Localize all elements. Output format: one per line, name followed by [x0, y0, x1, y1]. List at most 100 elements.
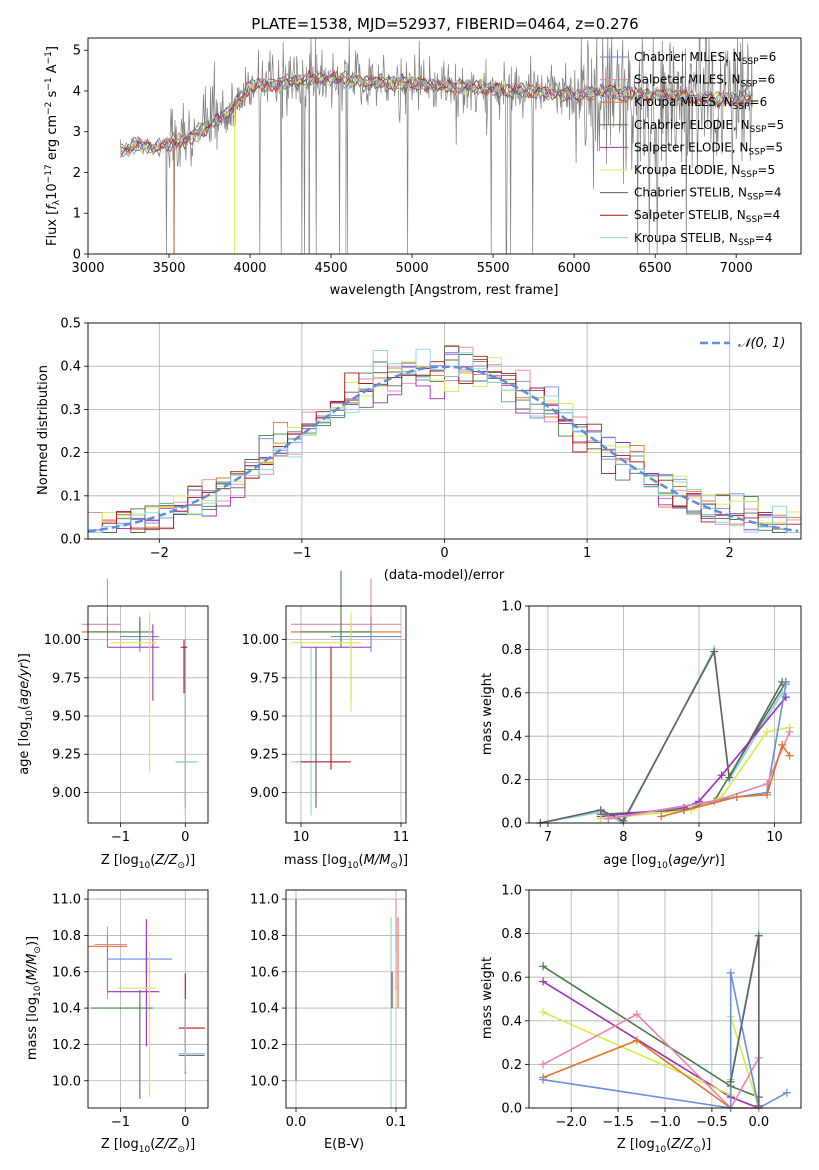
mass_vs_ebv-axes: 0.0 0.1 10.0 10.2 10.4 10.6 10.8 11.0: [250, 890, 406, 1130]
x-tick-label: 5000: [396, 261, 429, 276]
y-tick-label: 3: [73, 125, 81, 140]
x-tick-label: 9: [695, 830, 703, 845]
weight-line-kroupa-miles: [542, 1039, 759, 1109]
weight-marker: [596, 814, 605, 823]
weight_vs_Z-axes: −2.0 −1.5 −1.0 −0.5 0.0 0.0 0.2 0.4 0.6 0.8 1.0: [501, 884, 801, 1130]
weight-marker: [782, 1088, 791, 1097]
residual-hist-kroupa-stelib: [88, 348, 801, 533]
x-tick-label: 0: [181, 830, 189, 845]
weight-line-salpeter-elodie: [542, 980, 760, 1109]
residual-hist-kroupa-elodie: [88, 357, 801, 533]
weight-marker: [785, 727, 794, 736]
weight_vs_age-axes: 7 8 9 10 0.0 0.2 0.4 0.6 0.8 1.0: [501, 600, 801, 845]
x-tick-label: −1.0: [649, 1115, 681, 1130]
mass_vs_Z-marks: [88, 919, 205, 1099]
spectrum-marks: Chabrier MILES, NSSP=6 Salpeter MILES, NS…: [120, 37, 784, 255]
age-z-xlabel: Z [log10(Z/Z⊙)]: [101, 853, 195, 871]
legend-label: Chabrier ELODIE, NSSP=5: [634, 118, 784, 135]
weight-marker: [632, 1010, 641, 1019]
spectrum-frame: [87, 37, 802, 255]
weight_vs_age-marks: [536, 645, 794, 827]
x-tick-label: 10: [293, 830, 310, 845]
weight-marker: [754, 1101, 763, 1110]
x-tick-label: −1: [292, 546, 311, 561]
model-spectrum-salpeter-stelib: [120, 69, 753, 156]
y-tick-label: 10.2: [250, 1038, 279, 1053]
model-spectrum-chabrier-elodie: [120, 69, 753, 158]
age-mass-xlabel: mass [log10(M/M⊙)]: [284, 853, 408, 871]
y-tick-label: 9.50: [52, 710, 81, 725]
weight-marker: [632, 1036, 641, 1045]
y-tick-label: 0: [73, 248, 81, 263]
y-tick-label: 11.0: [52, 893, 81, 908]
x-tick-label: 7000: [720, 261, 753, 276]
weight_vs_Z-marks: [539, 929, 791, 1112]
y-tick-label: 1.0: [501, 884, 522, 899]
age_vs_Z-frame: [87, 605, 209, 824]
y-tick-label: 0.3: [60, 403, 81, 418]
y-tick-label: 9.25: [52, 748, 81, 763]
x-tick-label: −1: [111, 1115, 130, 1130]
legend-label: Salpeter ELODIE, NSSP=5: [634, 140, 783, 157]
weight-marker: [778, 740, 787, 749]
legend-label: Salpeter STELIB, NSSP=4: [634, 208, 780, 225]
age_vs_Z-marks: [81, 578, 199, 816]
x-tick-label: −1.5: [602, 1115, 634, 1130]
model-spectrum-salpeter-elodie: [120, 71, 753, 158]
y-tick-label: 9.00: [250, 786, 279, 801]
y-tick-label: 9.00: [52, 786, 81, 801]
weight-marker: [539, 1008, 548, 1017]
y-tick-label: 10.8: [250, 929, 279, 944]
x-tick-label: 2: [726, 546, 734, 561]
x-tick-label: 0.0: [286, 1115, 307, 1130]
y-tick-label: 2: [73, 166, 81, 181]
mass-z-xlabel: Z [log10(Z/Z⊙)]: [101, 1137, 195, 1155]
y-tick-label: 9.75: [52, 671, 81, 686]
x-tick-label: 4500: [315, 261, 348, 276]
x-tick-label: 11: [393, 830, 410, 845]
weight-z-ylabel: mass weight: [480, 957, 495, 1039]
age_vs_mass-axes: 10 11 9.00 9.25 9.50 9.75 10.00: [242, 606, 409, 845]
weight-age-ylabel: mass weight: [480, 673, 495, 755]
y-tick-label: 0.6: [501, 971, 522, 986]
y-tick-label: 4: [73, 84, 81, 99]
y-tick-label: 9.50: [250, 710, 279, 725]
mass-ylabel: mass [log10(M/M⊙)]: [25, 936, 43, 1060]
age_vs_Z-axes: −1 0 9.00 9.25 9.50 9.75 10.00: [44, 606, 208, 845]
weight-marker: [657, 812, 666, 821]
y-tick-label: 0.2: [60, 446, 81, 461]
weight-marker: [539, 977, 548, 986]
x-tick-label: 5500: [477, 261, 510, 276]
weight-marker: [710, 647, 719, 656]
age_vs_mass-frame: [285, 605, 407, 824]
y-tick-label: 10.4: [250, 1002, 279, 1017]
y-tick-label: 0.4: [60, 360, 81, 375]
legend-label: Kroupa ELODIE, NSSP=5: [634, 163, 775, 180]
legend-label: Chabrier STELIB, NSSP=4: [634, 186, 782, 203]
y-tick-label: 10.8: [52, 929, 81, 944]
residual-ylabel: Normed distribution: [36, 365, 51, 495]
weight-marker: [785, 751, 794, 760]
spectrum-axes: 3000 3500 4000 4500 5000 5500 6000 6500 7000 0 1 2 3…: [71, 44, 752, 276]
x-tick-label: 6000: [558, 261, 591, 276]
legend-label: Kroupa STELIB, NSSP=4: [634, 231, 772, 248]
legend-label: Chabrier MILES, NSSP=6: [634, 50, 776, 67]
y-tick-label: 0.1: [60, 489, 81, 504]
weight-marker: [710, 797, 719, 806]
spectrum-xlabel: wavelength [Angstrom, rest frame]: [330, 283, 559, 298]
weight_vs_Z-frame: [528, 889, 802, 1109]
weight-marker: [726, 1077, 735, 1086]
weight-line-kroupa-elodie: [542, 1011, 760, 1109]
y-tick-label: 9.25: [250, 748, 279, 763]
y-tick-label: 0.0: [501, 1102, 522, 1117]
y-tick-label: 0.2: [501, 773, 522, 788]
plot-area: 3000 3500 4000 4500 5000 5500 6000 6500 70000123…: [17, 37, 802, 1155]
y-tick-label: 10.00: [242, 633, 279, 648]
weight-marker: [539, 1075, 548, 1084]
x-tick-label: 0: [440, 546, 448, 561]
y-tick-label: 10.4: [52, 1002, 81, 1017]
y-tick-label: 0.8: [501, 927, 522, 942]
age-ylabel: age [log10(age/yr)]: [17, 653, 35, 775]
legend-label: Salpeter MILES, NSSP=6: [634, 73, 775, 90]
